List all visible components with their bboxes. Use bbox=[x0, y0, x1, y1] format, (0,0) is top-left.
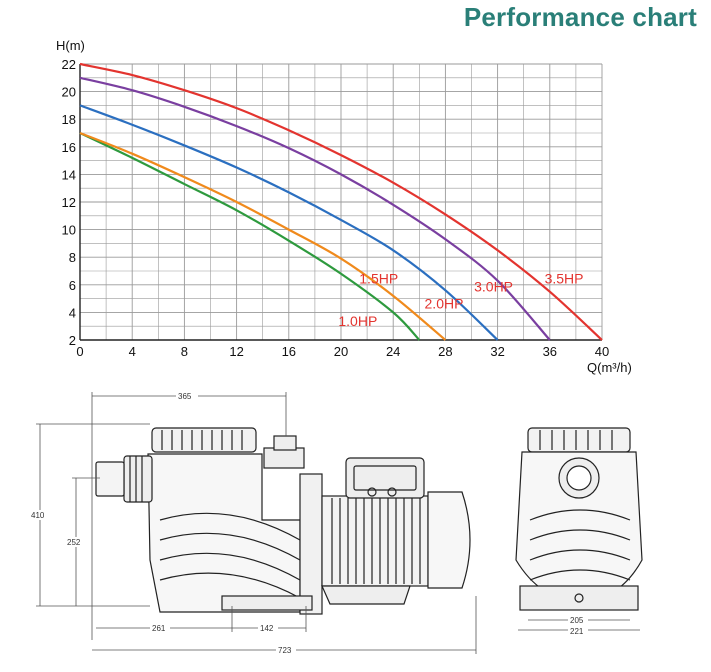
x-tick-label: 20 bbox=[334, 344, 348, 359]
dim-base-mid: 142 bbox=[260, 624, 274, 633]
y-tick-label: 6 bbox=[69, 278, 76, 293]
dim-height: 410 bbox=[31, 511, 45, 520]
x-tick-label: 24 bbox=[386, 344, 400, 359]
series-line-1-0hp bbox=[79, 132, 421, 341]
series-label: 3.0HP bbox=[474, 279, 513, 295]
y-tick-label: 18 bbox=[62, 112, 76, 127]
x-tick-label: 16 bbox=[282, 344, 296, 359]
chart-curves bbox=[79, 62, 603, 341]
x-tick-label: 8 bbox=[181, 344, 188, 359]
dim-top-length: 365 bbox=[178, 392, 192, 401]
dim-base-width-outer: 221 bbox=[570, 627, 584, 636]
y-tick-label: 14 bbox=[62, 167, 76, 182]
pump-body-side bbox=[95, 435, 323, 615]
y-tick-label: 16 bbox=[62, 140, 76, 155]
pump-lid-side bbox=[151, 427, 257, 453]
dim-base-left: 261 bbox=[152, 624, 166, 633]
series-label: 1.5HP bbox=[359, 270, 398, 286]
series-line-1-5hp bbox=[79, 131, 447, 341]
x-tick-label: 0 bbox=[76, 344, 83, 359]
series-line-2-0hp bbox=[79, 104, 499, 341]
y-tick-label: 22 bbox=[62, 57, 76, 72]
y-tick-label: 2 bbox=[69, 333, 76, 348]
x-tick-label: 32 bbox=[490, 344, 504, 359]
x-tick-label: 28 bbox=[438, 344, 452, 359]
pump-front-view bbox=[515, 427, 643, 611]
series-label: 1.0HP bbox=[338, 313, 377, 329]
series-line-3-0hp bbox=[79, 76, 551, 341]
chart-title: Performance chart bbox=[463, 2, 697, 32]
chart-axes bbox=[79, 64, 602, 341]
series-label: 3.5HP bbox=[545, 270, 584, 286]
dim-inlet-height: 252 bbox=[67, 538, 81, 547]
y-axis-label: H(m) bbox=[56, 38, 85, 53]
dim-base-width-inner: 205 bbox=[570, 616, 584, 625]
series-label: 2.0HP bbox=[425, 295, 464, 311]
y-tick-label: 4 bbox=[69, 305, 76, 320]
series-line-3-5hp bbox=[79, 62, 603, 341]
x-axis-label: Q(m³/h) bbox=[587, 360, 632, 375]
x-tick-label: 40 bbox=[595, 344, 609, 359]
x-tick-label: 36 bbox=[543, 344, 557, 359]
y-tick-label: 20 bbox=[62, 85, 76, 100]
y-tick-label: 10 bbox=[62, 223, 76, 238]
chart-series-labels: 1.0HP 1.5HP 2.0HP 3.0HP 3.5HP bbox=[338, 270, 583, 329]
dim-total-length: 723 bbox=[278, 646, 292, 655]
x-tick-label: 12 bbox=[229, 344, 243, 359]
x-tick-label: 4 bbox=[129, 344, 136, 359]
y-tick-label: 12 bbox=[62, 195, 76, 210]
y-tick-label: 8 bbox=[69, 250, 76, 265]
pump-motor-side bbox=[321, 457, 471, 605]
